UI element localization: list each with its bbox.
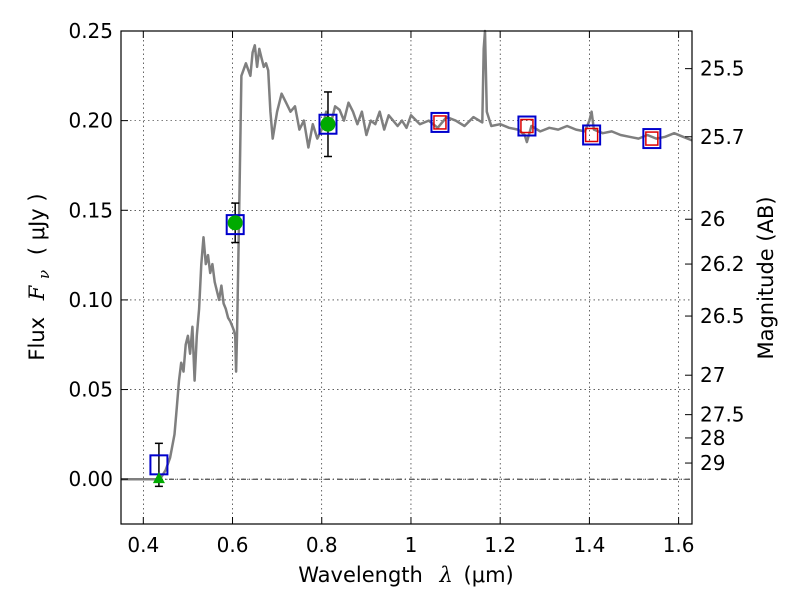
magnitude-tick-label: 25.7: [700, 125, 745, 149]
magnitude-tick-label: 29: [700, 451, 725, 475]
detection-point: [320, 116, 336, 132]
magnitude-tick-label: 27.5: [700, 403, 745, 427]
x-tick-label: 0.4: [127, 533, 159, 557]
plot-frame: [120, 30, 693, 525]
y-axis-label-subscript: ν: [35, 270, 53, 279]
grid-lines: [121, 30, 692, 524]
x-tick-label: 1.6: [663, 533, 695, 557]
y-tick-label: 0.25: [68, 19, 113, 43]
y2-axis-label: Magnitude (AB): [754, 196, 778, 359]
magnitude-tick-label: 25.5: [700, 57, 745, 81]
y-axis-label-prefix: Flux: [25, 317, 49, 361]
magnitude-tick-label: 27: [700, 363, 725, 387]
x-axis-label: Wavelength λ (μm): [298, 563, 513, 587]
upper-limit-point: [152, 472, 165, 484]
photometry-box: [642, 128, 662, 150]
y-axis-label-symbol: F: [25, 284, 49, 301]
spectrum-line: [121, 29, 693, 481]
photometry-box: [318, 113, 338, 135]
y-tick-label: 0.15: [68, 198, 113, 222]
x-tick-label: 1.4: [573, 533, 605, 557]
magnitude-tick-label: 26.2: [700, 252, 745, 276]
x-tick-label: 1: [405, 533, 418, 557]
detection-point: [227, 215, 243, 231]
y-axis-label: Flux F ν ( μJy ): [25, 193, 54, 360]
y-axis-label-units: ( μJy ): [25, 193, 49, 255]
photometry-markers: [149, 91, 662, 488]
y-tick-label: 0.20: [68, 109, 113, 133]
photometry-box: [517, 115, 537, 137]
y-tick-label: 0.05: [68, 378, 113, 402]
model-flux-box: [520, 118, 534, 134]
y-tick-label: 0.10: [68, 288, 113, 312]
photometry-box: [582, 124, 602, 146]
axis-ticks: 0.4 0.6 0.8 1 1.2 1.4 1.6 0.00 0.05 0.10 0.15 0.20 0…: [68, 19, 744, 557]
photometry-box: [430, 111, 450, 133]
model-flux-box: [433, 115, 447, 130]
magnitude-tick-label: 28: [700, 426, 725, 450]
x-tick-label: 0.6: [217, 533, 249, 557]
photometry-box: [225, 214, 245, 236]
x-axis-label-units: (μm): [464, 563, 514, 587]
y-tick-label: 0.00: [68, 467, 113, 491]
x-tick-label: 1.2: [484, 533, 516, 557]
magnitude-tick-label: 26: [700, 207, 725, 231]
magnitude-tick-label: 26.5: [700, 304, 745, 328]
x-tick-label: 0.8: [306, 533, 338, 557]
model-flux-box: [645, 131, 659, 146]
x-axis-label-symbol: λ: [439, 563, 453, 587]
model-flux-box: [584, 127, 599, 143]
x-axis-label-prefix: Wavelength: [298, 563, 423, 587]
